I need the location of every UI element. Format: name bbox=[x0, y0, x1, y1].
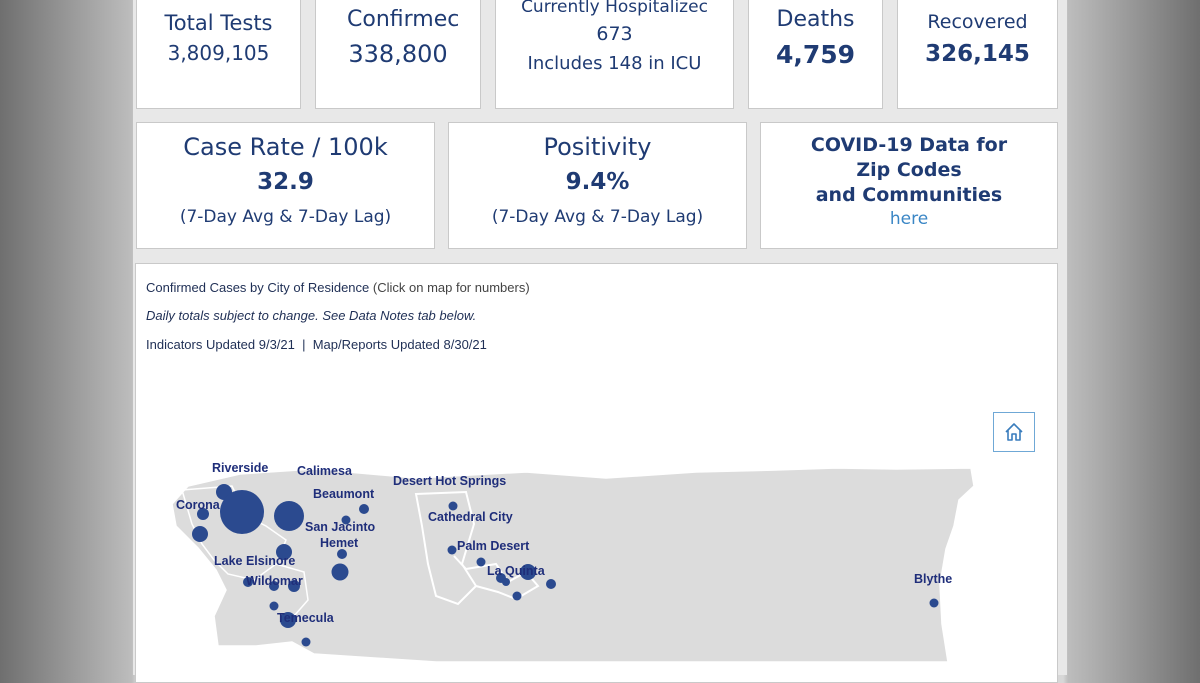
bubble-cathedral-city[interactable] bbox=[447, 545, 457, 555]
label-beaumont: Beaumont bbox=[313, 487, 375, 501]
label-calimesa: Calimesa bbox=[297, 464, 353, 478]
hospitalized-card: Currently Hospitalizec 673 Includes 148 … bbox=[495, 0, 734, 109]
map-title-text: Confirmed Cases by City of Residence bbox=[146, 280, 370, 295]
bubble-thermal[interactable] bbox=[502, 578, 510, 586]
icu-note: Includes 148 in ICU bbox=[527, 53, 702, 74]
bubble-corona-south[interactable] bbox=[192, 526, 208, 542]
bubble-desert-hot-springs[interactable] bbox=[448, 501, 458, 511]
bubble-lake-elsinore[interactable] bbox=[243, 577, 253, 587]
label-san-jacinto: San Jacinto bbox=[305, 520, 376, 534]
map-title: Confirmed Cases by City of Residence (Cl… bbox=[146, 280, 530, 295]
label-wildomar: Wildomar bbox=[246, 574, 303, 588]
home-button[interactable] bbox=[993, 412, 1035, 452]
county-land bbox=[171, 467, 975, 663]
bubble-palm-desert[interactable] bbox=[476, 557, 486, 567]
map-note: Daily totals subject to change. See Data… bbox=[146, 308, 477, 323]
bubble-coachella[interactable] bbox=[512, 591, 522, 601]
bubble-hemet[interactable] bbox=[331, 563, 349, 581]
hospitalized-value: 673 bbox=[596, 23, 633, 45]
bubble-murrieta[interactable] bbox=[280, 612, 296, 628]
total-tests-value: 3,809,105 bbox=[167, 41, 270, 65]
recovered-label: Recovered bbox=[927, 11, 1028, 33]
positivity-label: Positivity bbox=[543, 133, 652, 161]
confirmed-value: 338,800 bbox=[348, 40, 448, 68]
map-card: Confirmed Cases by City of Residence (Cl… bbox=[135, 263, 1058, 683]
label-cathedral-city: Cathedral City bbox=[428, 510, 513, 524]
label-temecula: Temecula bbox=[277, 611, 335, 625]
confirmed-card: Confirmec 338,800 bbox=[315, 0, 481, 109]
bubble-la-quinta[interactable] bbox=[520, 564, 536, 580]
total-tests-card: Total Tests 3,809,105 bbox=[136, 0, 301, 109]
bubble-indio[interactable] bbox=[546, 579, 556, 589]
zip-line-1: COVID-19 Data for bbox=[810, 134, 1008, 156]
county-map[interactable]: Riverside Calimesa Corona Beaumont San J… bbox=[136, 264, 1057, 682]
zip-line-2: Zip Codes bbox=[856, 159, 962, 181]
bubble-canyon-lake[interactable] bbox=[269, 581, 279, 591]
bubble-blythe[interactable] bbox=[929, 598, 939, 608]
positivity-value: 9.4% bbox=[565, 169, 630, 195]
label-la-quinta: La Quinta bbox=[487, 564, 546, 578]
bubble-temecula[interactable] bbox=[301, 637, 311, 647]
positivity-note: (7-Day Avg & 7-Day Lag) bbox=[491, 207, 704, 227]
map-updated: Indicators Updated 9/3/21 | Map/Reports … bbox=[146, 337, 487, 352]
label-blythe: Blythe bbox=[914, 572, 952, 586]
zip-codes-card[interactable]: COVID-19 Data for Zip Codes and Communit… bbox=[760, 122, 1058, 249]
city-bubbles[interactable] bbox=[192, 484, 939, 647]
city-labels: Riverside Calimesa Corona Beaumont San J… bbox=[176, 461, 952, 625]
bubble-san-jacinto[interactable] bbox=[337, 549, 347, 559]
bubble-menifee[interactable] bbox=[288, 580, 300, 592]
deaths-label: Deaths bbox=[776, 7, 855, 32]
deaths-value: 4,759 bbox=[775, 40, 856, 69]
label-lake-elsinore: Lake Elsinore bbox=[214, 554, 295, 568]
deaths-card: Deaths 4,759 bbox=[748, 0, 883, 109]
map-title-hint: (Click on map for numbers) bbox=[372, 280, 530, 295]
label-riverside: Riverside bbox=[212, 461, 268, 475]
bubble-perris[interactable] bbox=[276, 544, 292, 560]
bubble-calimesa[interactable] bbox=[341, 515, 351, 525]
case-rate-card: Case Rate / 100k 32.9 (7-Day Avg & 7-Day… bbox=[136, 122, 435, 249]
case-rate-value: 32.9 bbox=[257, 169, 314, 195]
bubble-corona[interactable] bbox=[197, 508, 209, 520]
bubble-moreno-valley[interactable] bbox=[274, 501, 304, 531]
label-hemet: Hemet bbox=[320, 536, 359, 550]
home-icon bbox=[1005, 423, 1023, 441]
bubble-beaumont[interactable] bbox=[359, 504, 369, 514]
label-palm-desert: Palm Desert bbox=[457, 539, 530, 553]
case-rate-note: (7-Day Avg & 7-Day Lag) bbox=[179, 207, 392, 227]
positivity-card: Positivity 9.4% (7-Day Avg & 7-Day Lag) bbox=[448, 122, 747, 249]
label-desert-hot-springs: Desert Hot Springs bbox=[393, 474, 506, 488]
bubble-wildomar[interactable] bbox=[269, 601, 279, 611]
recovered-card: Recovered 326,145 bbox=[897, 0, 1058, 109]
label-corona: Corona bbox=[176, 498, 221, 512]
total-tests-label: Total Tests bbox=[164, 11, 273, 35]
bubble-riverside-large[interactable] bbox=[220, 490, 264, 534]
case-rate-label: Case Rate / 100k bbox=[183, 133, 388, 161]
confirmed-label: Confirmec bbox=[347, 7, 460, 32]
hospitalized-label: Currently Hospitalizec bbox=[521, 0, 708, 17]
zip-line-3: and Communities bbox=[815, 184, 1003, 206]
recovered-value: 326,145 bbox=[925, 41, 1030, 67]
zip-here-link[interactable]: here bbox=[889, 209, 929, 229]
